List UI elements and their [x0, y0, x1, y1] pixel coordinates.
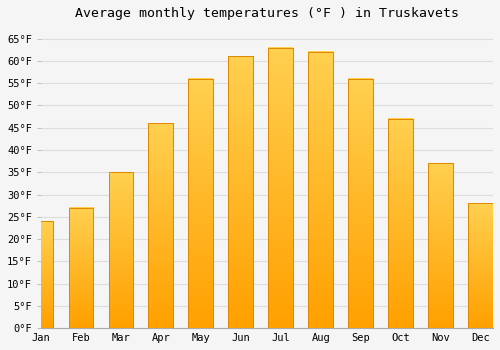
Bar	[388, 119, 413, 328]
Bar	[268, 48, 293, 328]
Bar	[388, 119, 413, 328]
Bar	[68, 208, 94, 328]
Bar	[148, 123, 174, 328]
Bar	[428, 163, 453, 328]
Bar	[28, 221, 54, 328]
Bar	[108, 172, 134, 328]
Bar	[188, 79, 214, 328]
Bar	[108, 172, 134, 328]
Bar	[268, 48, 293, 328]
Bar	[308, 52, 333, 328]
Bar	[28, 221, 54, 328]
Bar	[188, 79, 214, 328]
Bar	[308, 52, 333, 328]
Bar	[348, 79, 373, 328]
Bar	[348, 79, 373, 328]
Bar	[228, 56, 253, 328]
Bar	[468, 203, 493, 328]
Bar	[428, 163, 453, 328]
Bar	[148, 123, 174, 328]
Title: Average monthly temperatures (°F ) in Truskavets: Average monthly temperatures (°F ) in Tr…	[75, 7, 459, 20]
Bar	[228, 56, 253, 328]
Bar	[68, 208, 94, 328]
Bar	[468, 203, 493, 328]
